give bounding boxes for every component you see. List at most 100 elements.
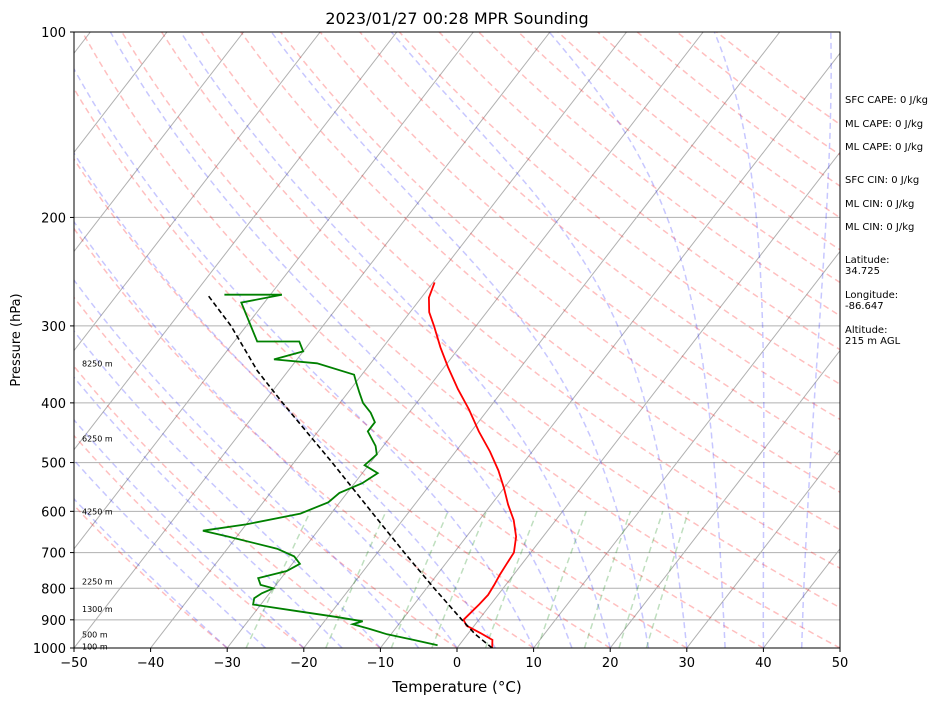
- moist-adiabat: [74, 151, 496, 648]
- dry-adiabat: [74, 227, 535, 648]
- moist-adiabat: [713, 32, 765, 648]
- dry-adiabat: [517, 32, 840, 284]
- x-tick-label: −50: [60, 656, 87, 671]
- y-tick-label: 400: [41, 397, 66, 412]
- dewpoint-line: [202, 293, 438, 647]
- latitude-label: Latitude:: [845, 255, 890, 266]
- x-axis-label: Temperature (°C): [391, 678, 521, 696]
- background-lines: [74, 32, 840, 648]
- x-tick-label: 30: [679, 656, 696, 671]
- height-label: 2250 m: [82, 578, 113, 587]
- moist-adiabat: [800, 32, 832, 648]
- moist-adiabat: [74, 458, 266, 648]
- dry-adiabat: [438, 32, 840, 351]
- moist-adiabat: [74, 376, 343, 648]
- dry-adiabat: [74, 87, 688, 648]
- longitude-label: Longitude:: [845, 290, 899, 301]
- dry-adiabat: [74, 434, 305, 648]
- ml-cin-text: ML CIN: 0 J/kg: [845, 199, 915, 210]
- dry-adiabat: [398, 32, 840, 386]
- x-tick-label: 40: [755, 656, 772, 671]
- height-label: 100 m: [82, 643, 108, 652]
- y-tick-label: 200: [41, 211, 66, 226]
- altitude-value: 215 m AGL: [845, 336, 901, 347]
- plot-frame: [73, 31, 841, 649]
- isotherm-line: [303, 32, 781, 648]
- ml-cape-text: ML CAPE: 0 J/kg: [845, 119, 924, 130]
- x-tick-label: 20: [602, 656, 619, 671]
- temperature-line: [427, 282, 518, 648]
- ml-cape-text-2: ML CAPE: 0 J/kg: [845, 142, 924, 153]
- x-tick-label: 50: [832, 656, 849, 671]
- isotherm-line: [686, 448, 840, 648]
- moist-adiabat: [74, 497, 228, 648]
- moist-adiabat: [390, 32, 688, 648]
- mixing-ratio-line: [583, 511, 632, 648]
- dry-adiabat: [121, 32, 840, 648]
- dry-adiabat: [74, 365, 381, 648]
- isotherm-line: [226, 32, 704, 648]
- height-label: 6250 m: [82, 435, 113, 444]
- y-tick-label: 900: [41, 614, 66, 629]
- moist-adiabat: [74, 278, 420, 648]
- isotherm-line: [74, 32, 474, 550]
- mixing-ratio-line: [484, 511, 538, 648]
- chart-title: 2023/01/27 00:28 MPR Sounding: [325, 9, 588, 28]
- y-tick-label: 500: [41, 457, 66, 472]
- ml-cin-text-2: ML CIN: 0 J/kg: [845, 222, 915, 233]
- longitude-value: -86.647: [845, 301, 884, 312]
- x-tick-label: −40: [137, 656, 164, 671]
- x-tick-label: 0: [453, 656, 461, 671]
- y-tick-label: 300: [41, 320, 66, 335]
- x-tick-label: 10: [525, 656, 542, 671]
- y-axis-label: Pressure (hPa): [9, 293, 24, 386]
- height-label: 8250 m: [82, 359, 113, 368]
- height-label: 500 m: [82, 630, 108, 639]
- isotherm-line: [74, 32, 168, 154]
- moist-adiabat: [74, 329, 381, 648]
- y-tick-label: 1000: [33, 642, 66, 657]
- axis-ticks: −50 −40 −30 −20 −10 0 10 20 30 40 50 100 200 300 400 50…: [33, 26, 848, 671]
- isotherm-line: [150, 32, 627, 648]
- dry-adiabat: [74, 296, 458, 648]
- y-tick-label: 600: [41, 505, 66, 520]
- moist-adiabat: [270, 32, 650, 648]
- mixing-ratio-line: [431, 511, 488, 648]
- isotherm-line: [456, 151, 840, 648]
- dry-adiabat: [81, 32, 764, 648]
- moist-adiabat: [74, 220, 458, 648]
- mixing-ratio-line: [618, 511, 664, 648]
- x-tick-label: −20: [290, 656, 317, 671]
- isotherm-line: [74, 32, 551, 648]
- height-label: 1300 m: [82, 605, 113, 614]
- x-tick-label: −30: [213, 656, 240, 671]
- moist-adiabat: [109, 32, 573, 648]
- isotherm-line: [609, 349, 840, 648]
- moist-adiabat: [548, 32, 726, 648]
- isotherm-line: [533, 250, 840, 648]
- height-labels: 8250 m 6250 m 4250 m 2250 m 1300 m 500 m 100 m: [82, 359, 113, 651]
- altitude-label: Altitude:: [845, 325, 888, 336]
- parcel-path-line: [207, 295, 493, 648]
- mixing-ratio-line: [325, 510, 387, 648]
- latitude-value: 34.725: [845, 266, 880, 277]
- dry-adiabat: [200, 32, 840, 570]
- moist-adiabat: [74, 67, 535, 648]
- dry-adiabat: [74, 157, 611, 648]
- y-tick-label: 800: [41, 582, 66, 597]
- isotherm-line: [74, 32, 398, 451]
- sfc-cape-text: SFC CAPE: 0 J/kg: [845, 95, 928, 106]
- y-tick-label: 100: [41, 26, 66, 41]
- dry-adiabat: [160, 32, 840, 609]
- x-tick-label: −10: [367, 656, 394, 671]
- mixing-ratio-line: [645, 511, 690, 648]
- isotherm-line: [380, 52, 840, 648]
- mixing-ratio-line: [390, 511, 449, 648]
- height-label: 4250 m: [82, 507, 113, 516]
- mixing-ratio-line: [536, 511, 587, 648]
- sounding-profiles: [202, 282, 518, 648]
- dry-adiabat: [240, 32, 840, 531]
- y-tick-label: 700: [41, 547, 66, 562]
- moist-adiabat: [180, 32, 611, 648]
